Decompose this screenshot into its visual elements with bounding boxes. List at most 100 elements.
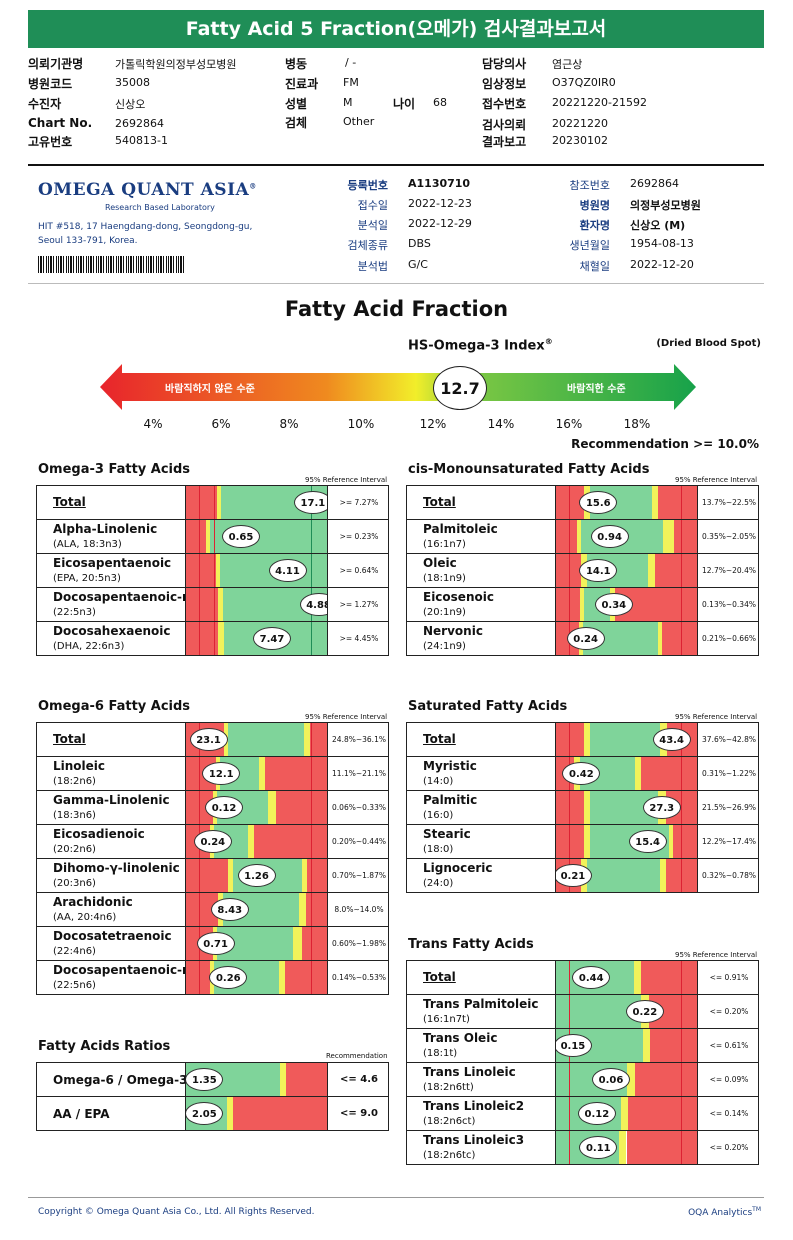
red-zone (673, 825, 697, 858)
reference-range: 0.32%~0.78% (702, 871, 756, 880)
red-zone (640, 757, 697, 790)
yellow-zone (584, 825, 590, 858)
table-row: Eicosapentaenoic (EPA, 20:5n3) 4.11 >= 0.64… (37, 554, 388, 588)
table-row: Docosapentaenoic-n6 (22:5n6) 0.26 0.14%~0.5… (37, 961, 388, 995)
red-zone (305, 893, 327, 926)
reg-value: 2692864 (630, 177, 679, 190)
reference-bar: 23.1 (185, 723, 328, 756)
red-zone (556, 791, 585, 824)
result-value-marker: 0.42 (562, 762, 601, 785)
row-notation: (18:1t) (423, 1048, 458, 1059)
table-row: Docosahexaenoic (DHA, 22:6n3) 7.47 >= 4.45% (37, 622, 388, 656)
reference-range: <= 0.14% (709, 1109, 749, 1118)
reference-bar: 17.1 (185, 486, 328, 519)
fatty-acid-name-cell: Total (407, 723, 555, 756)
recommendation-label: Recommendation (326, 1052, 388, 1060)
fatty-acid-name-cell: Total (37, 723, 185, 756)
report-title-bar: Fatty Acid 5 Fraction(오메가) 검사결과보고서 (28, 10, 764, 48)
table-row: Lignoceric (24:0) 0.21 0.32%~0.78% (407, 859, 758, 893)
hs-tick-label: 16% (555, 417, 583, 431)
yellow-zone (205, 520, 210, 553)
red-zone (556, 520, 578, 553)
row-notation: (18:1n9) (423, 573, 466, 584)
reference-bar: 0.06 (555, 1063, 698, 1096)
reference-bar: 14.1 (555, 554, 698, 587)
yellow-zone (634, 757, 641, 790)
row-notation: (20:3n6) (53, 878, 96, 889)
row-name: Total (53, 495, 86, 509)
yellow-zone (584, 723, 590, 756)
reference-bar: 0.42 (555, 757, 698, 790)
reference-range: >= 0.64% (339, 566, 379, 575)
footer-divider (28, 1197, 764, 1198)
yellow-zone (298, 893, 306, 926)
reference-bar: 43.4 (555, 723, 698, 756)
reference-line (214, 554, 216, 587)
cis-mono-title: cis-Monounsaturated Fatty Acids (408, 462, 650, 477)
table-row: Stearic (18:0) 15.4 12.2%~17.4% (407, 825, 758, 859)
row-name: Trans Linoleic2 (423, 1099, 525, 1113)
hs-index-title-text: HS-Omega-3 Index (408, 338, 545, 354)
reference-line (198, 554, 200, 587)
reference-line (568, 791, 570, 824)
hs-tick-label: 6% (211, 417, 231, 431)
row-notation: (DHA, 22:6n3) (53, 641, 125, 652)
reference-range: 21.5%~26.9% (702, 803, 756, 812)
fatty-acid-name-cell: Stearic (18:0) (407, 825, 555, 858)
omega6-title: Omega-6 Fatty Acids (38, 699, 191, 714)
fatty-acid-name-cell: Omega-6 / Omega-3 (37, 1063, 187, 1096)
yellow-zone (577, 520, 582, 553)
reference-range: 0.21%~0.66% (702, 634, 756, 643)
hs-desirable-label: 바람직한 수준 (567, 384, 626, 395)
result-value-marker: 0.15 (556, 1034, 592, 1057)
row-name: Trans Palmitoleic (423, 997, 539, 1011)
red-zone (264, 757, 327, 790)
result-value-marker: 4.88 (299, 593, 327, 616)
fatty-acid-name-cell: Arachidonic (AA, 20:4n6) (37, 893, 185, 926)
hs-tick-label: 18% (623, 417, 651, 431)
yellow-zone (643, 1029, 651, 1062)
yellow-zone (218, 622, 225, 655)
row-name: Total (423, 732, 456, 746)
red-zone (186, 859, 229, 892)
reference-line (681, 825, 683, 858)
row-notation: (14:0) (423, 776, 454, 787)
info-value: Other (343, 115, 375, 128)
result-value-marker: 1.35 (186, 1068, 224, 1091)
result-value-marker: 2.05 (186, 1102, 224, 1125)
red-zone (661, 622, 697, 655)
fatty-acid-name-cell: Palmitic (16:0) (407, 791, 555, 824)
reference-bar: 0.24 (185, 825, 328, 858)
reference-line (681, 554, 683, 587)
row-name: AA / EPA (53, 1107, 110, 1121)
yellow-zone (660, 859, 666, 892)
red-zone (654, 554, 697, 587)
row-name: Trans Linoleic3 (423, 1133, 525, 1147)
red-zone (665, 859, 697, 892)
hs-index-specimen: (Dried Blood Spot) (656, 338, 761, 349)
info-value: FM (343, 76, 359, 89)
result-value-marker: 0.24 (566, 627, 605, 650)
fatty-acid-name-cell: Eicosapentaenoic (EPA, 20:5n3) (37, 554, 185, 587)
info-value: 20230102 (552, 134, 608, 147)
row-name: Trans Linoleic (423, 1065, 516, 1079)
reg-label: 접수일 (357, 199, 388, 212)
fatty-acid-name-cell: Gamma-Linolenic (18:3n6) (37, 791, 185, 824)
hs-tick-label: 14% (487, 417, 515, 431)
yellow-zone (619, 1131, 627, 1164)
yellow-zone (304, 723, 311, 756)
reference-bar: 15.6 (555, 486, 698, 519)
reference-line (568, 554, 570, 587)
fatty-acid-name-cell: Alpha-Linolenic (ALA, 18:3n3) (37, 520, 185, 553)
yellow-zone (657, 622, 662, 655)
yellow-zone (267, 791, 277, 824)
reference-range: >= 7.27% (339, 498, 379, 507)
reference-line (681, 588, 683, 621)
info-value: 68 (433, 96, 447, 109)
fatty-acid-name-cell: Trans Linoleic2 (18:2n6ct) (407, 1097, 555, 1130)
reference-range: 12.2%~17.4% (702, 837, 756, 846)
info-value: 가톨릭학원의정부성모병원 (115, 58, 237, 71)
green-zone (589, 723, 661, 756)
row-notation: (16:1n7t) (423, 1014, 470, 1025)
info-label: 결과보고 (482, 135, 527, 149)
